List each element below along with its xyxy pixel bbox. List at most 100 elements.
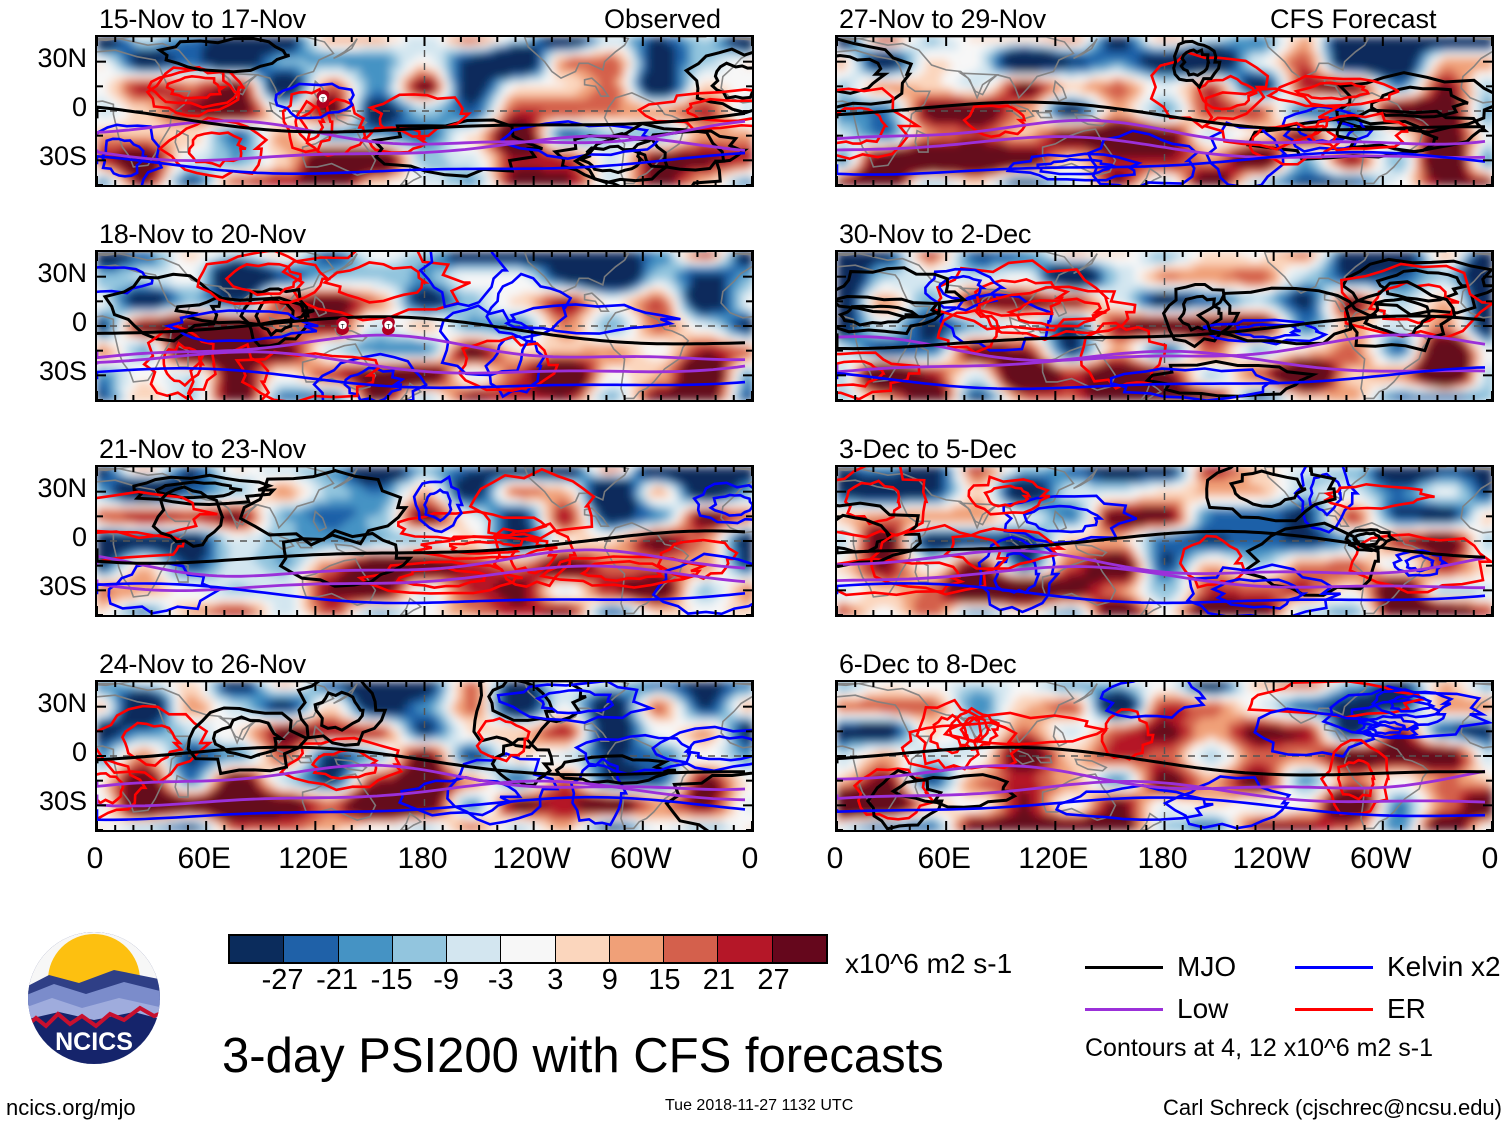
y-axis-label-p1-2: 30S — [3, 143, 87, 170]
y-axis-label-p5-1: 0 — [3, 524, 87, 551]
y-axis-label-p1-1: 0 — [3, 94, 87, 121]
colorbar-segment-10 — [772, 936, 826, 962]
map-p6 — [835, 465, 1494, 617]
logo-text: NCICS — [55, 1028, 133, 1056]
colorbar-tick-5: 3 — [547, 966, 563, 995]
legend-item-mjo: MJO — [1085, 953, 1295, 981]
panel-title-p2: 27-Nov to 29-Nov — [839, 6, 1046, 33]
colorbar-tick-2: -15 — [371, 966, 413, 995]
contour-note: Contours at 4, 12 x10^6 m2 s-1 — [1085, 1034, 1433, 1063]
colorbar-tick-1: -21 — [316, 966, 358, 995]
colorbar-segment-0 — [230, 936, 285, 962]
legend: MJO Kelvin x2 Low ER — [1085, 946, 1505, 1030]
colorbar-tick-3: -9 — [433, 966, 459, 995]
wave-contours — [97, 467, 752, 615]
legend-line-kelvin — [1295, 965, 1373, 969]
legend-line-mjo — [1085, 965, 1163, 969]
x-axis-label-observed-3: 180 — [363, 844, 483, 874]
coastlines — [97, 467, 752, 615]
colorbar-segment-3 — [392, 936, 448, 962]
wave-contours — [97, 37, 752, 185]
wave-contours — [837, 467, 1492, 615]
colorbar-segment-5 — [501, 936, 556, 962]
x-axis-label-observed-2: 120E — [253, 844, 373, 874]
colorbar-segment-8 — [664, 936, 719, 962]
legend-item-low: Low — [1085, 995, 1295, 1023]
colorbar-segment-7 — [609, 936, 665, 962]
x-axis-label-forecast-5: 60W — [1321, 844, 1441, 874]
x-axis-label-forecast-3: 180 — [1103, 844, 1223, 874]
colorbar — [228, 934, 828, 964]
x-axis-label-forecast-6: 0 — [1430, 844, 1510, 874]
x-axis-label-forecast-4: 120W — [1212, 844, 1332, 874]
tropical-cyclone-marker: T — [316, 90, 330, 109]
x-axis-label-observed-0: 0 — [35, 844, 155, 874]
colorbar-segment-9 — [718, 936, 773, 962]
panel-title-p4: 30-Nov to 2-Dec — [839, 221, 1031, 248]
wave-contours — [837, 37, 1492, 185]
credit-text: Carl Schreck (cjschrec@ncsu.edu) — [1163, 1095, 1502, 1121]
colorbar-ticks: -27 -21 -15 -9 -3 3 9 15 21 27 — [228, 966, 828, 998]
y-axis-label-p5-2: 30S — [3, 573, 87, 600]
map-p8 — [835, 680, 1494, 832]
y-axis-label-p7-0: 30N — [3, 689, 87, 717]
legend-label-mjo: MJO — [1177, 953, 1236, 981]
panel-title-p3: 18-Nov to 20-Nov — [99, 221, 306, 248]
panel-title-p1: 15-Nov to 17-Nov — [99, 6, 306, 33]
colorbar-segment-2 — [338, 936, 393, 962]
colorbar-tick-6: 9 — [602, 966, 618, 995]
x-axis-label-observed-6: 0 — [690, 844, 810, 874]
wave-contours — [837, 682, 1492, 830]
y-axis-label-p7-1: 0 — [3, 739, 87, 766]
y-axis-label-p3-1: 0 — [3, 309, 87, 336]
wave-contours — [97, 682, 752, 830]
legend-item-er: ER — [1295, 995, 1505, 1023]
tropical-cyclone-marker: T — [336, 317, 350, 335]
x-axis-label-forecast-1: 60E — [884, 844, 1004, 874]
map-p1: T — [95, 35, 754, 187]
y-axis-label-p7-2: 30S — [3, 788, 87, 815]
y-axis-label-p3-2: 30S — [3, 358, 87, 385]
site-url: ncics.org/mjo — [6, 1095, 136, 1121]
map-p2 — [835, 35, 1494, 187]
legend-line-er — [1295, 1007, 1373, 1011]
legend-line-low — [1085, 1007, 1163, 1011]
y-axis-label-p1-0: 30N — [3, 44, 87, 72]
colorbar-tick-7: 15 — [648, 966, 680, 995]
x-axis-label-observed-5: 60W — [581, 844, 701, 874]
colorbar-tick-0: -27 — [262, 966, 304, 995]
y-axis-label-p3-0: 30N — [3, 259, 87, 287]
x-axis-label-forecast-2: 120E — [993, 844, 1113, 874]
legend-label-low: Low — [1177, 995, 1228, 1023]
coastlines — [97, 37, 752, 185]
legend-label-kelvin: Kelvin x2 — [1387, 953, 1501, 981]
column-label-forecast: CFS Forecast — [1270, 6, 1437, 33]
map-p7 — [95, 680, 754, 832]
ncics-logo: NCICS — [28, 932, 160, 1064]
column-label-observed: Observed — [604, 6, 721, 33]
x-axis-label-forecast-0: 0 — [775, 844, 895, 874]
colorbar-segment-1 — [284, 936, 339, 962]
svg-text:T: T — [321, 97, 325, 104]
colorbar-segment-6 — [555, 936, 610, 962]
wave-contours — [837, 257, 1492, 400]
colorbar-units-label: x10^6 m2 s-1 — [845, 948, 1012, 980]
legend-label-er: ER — [1387, 995, 1426, 1023]
colorbar-tick-9: 27 — [757, 966, 789, 995]
map-p5 — [95, 465, 754, 617]
timestamp: Tue 2018-11-27 1132 UTC — [665, 1097, 853, 1115]
x-axis-label-observed-1: 60E — [144, 844, 264, 874]
colorbar-segment-4 — [447, 936, 502, 962]
wave-contours — [97, 252, 746, 400]
panel-title-p6: 3-Dec to 5-Dec — [839, 436, 1017, 463]
panel-title-p8: 6-Dec to 8-Dec — [839, 651, 1017, 678]
panel-title-p5: 21-Nov to 23-Nov — [99, 436, 306, 463]
legend-item-kelvin: Kelvin x2 — [1295, 953, 1505, 981]
x-axis-label-observed-4: 120W — [472, 844, 592, 874]
page-title: 3-day PSI200 with CFS forecasts — [222, 1032, 944, 1081]
panel-title-p7: 24-Nov to 26-Nov — [99, 651, 306, 678]
y-axis-label-p5-0: 30N — [3, 474, 87, 502]
tropical-cyclone-marker: T — [382, 317, 395, 335]
map-p4 — [835, 250, 1494, 402]
